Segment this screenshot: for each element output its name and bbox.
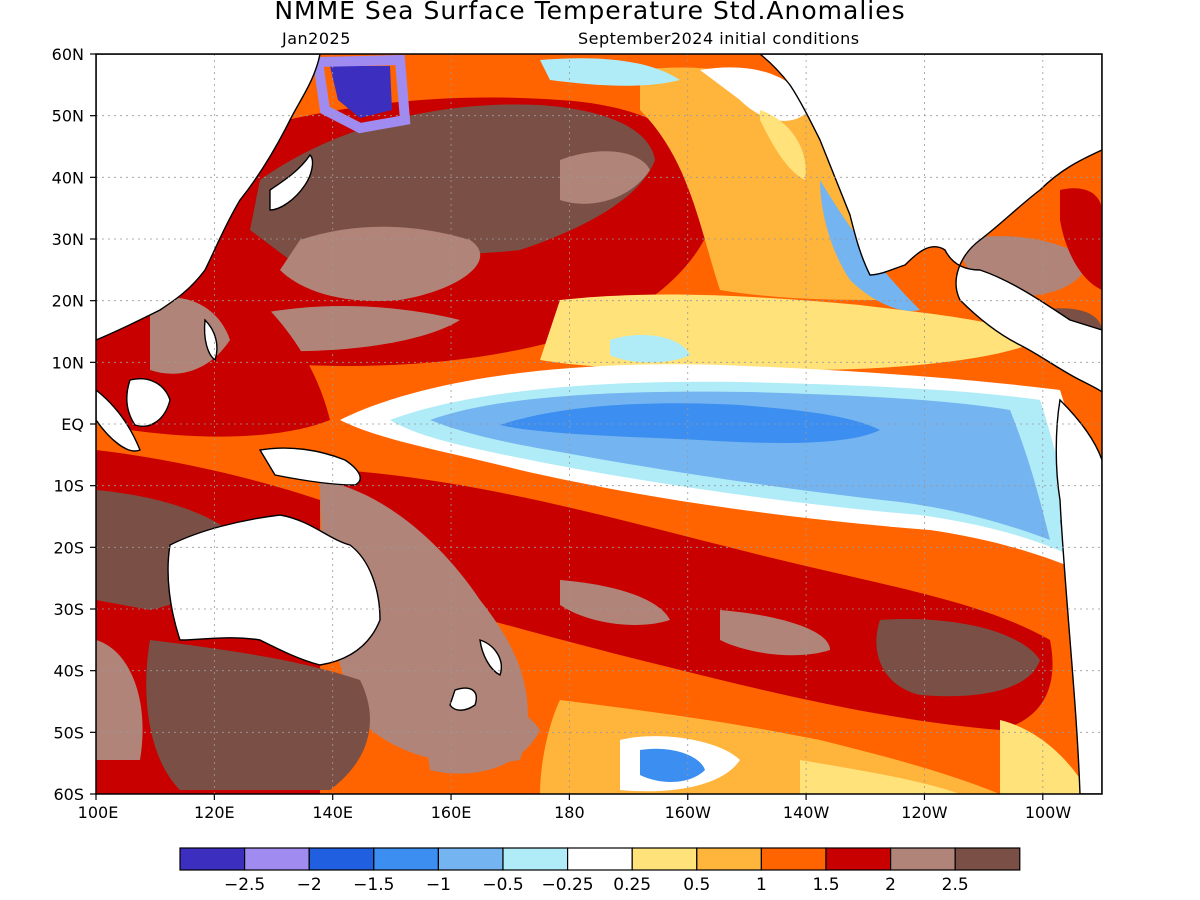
lat-label: EQ: [61, 415, 84, 434]
new-zealand-south: [449, 687, 477, 711]
legend-color-box: [889, 847, 956, 871]
lat-label: 50S: [53, 723, 84, 742]
legend-label: −1.5: [353, 875, 394, 895]
borneo: [126, 378, 171, 427]
lon-label: 160W: [665, 803, 712, 822]
legend-label: −2: [297, 875, 322, 895]
lon-label: 140W: [783, 803, 830, 822]
legend-color-box: [308, 847, 375, 871]
legend-color-box: [373, 847, 439, 871]
legend-color-box: [179, 847, 246, 871]
map-title: NMME Sea Surface Temperature Std.Anomali…: [274, 0, 906, 25]
lon-label: 180: [554, 803, 585, 822]
legend-label: 0.5: [683, 875, 710, 895]
south-pacific-red-band: [340, 470, 1053, 730]
legend-label: 2.5: [942, 875, 969, 895]
new-guinea: [258, 447, 361, 486]
lat-label: 20S: [53, 538, 84, 557]
lat-label: 30N: [52, 230, 84, 249]
legend-label: −2.5: [224, 875, 265, 895]
legend-color-box: [760, 847, 827, 871]
sumatra: [96, 389, 141, 452]
legend-label: −0.25: [542, 875, 594, 895]
asia-mainland: [96, 54, 321, 341]
anomaly-field: [96, 54, 1102, 794]
lon-label: 160E: [431, 803, 472, 822]
legend-color-box: [437, 847, 504, 871]
north-pacific-warm-blob: [250, 104, 655, 261]
new-zealand-north: [479, 638, 502, 676]
longitude-labels: 100E 120E 140E 160E 180 160W 140W 120W 1…: [78, 803, 1072, 822]
lat-label: 40S: [53, 662, 84, 681]
lat-label: 10S: [53, 477, 84, 496]
japan: [269, 153, 314, 211]
legend-color-box: [954, 847, 1021, 871]
lat-label: 60N: [52, 45, 84, 64]
lat-label: 10N: [52, 353, 84, 372]
lon-label: 100E: [78, 803, 119, 822]
legend-color-box: [502, 847, 569, 871]
legend-label: 0.25: [613, 875, 651, 895]
legend-label: −1: [426, 875, 451, 895]
lon-label: 100W: [1025, 803, 1072, 822]
lon-label: 120W: [901, 803, 948, 822]
lat-label: 40N: [52, 168, 84, 187]
legend-color-box: [696, 847, 762, 871]
tick-marks: [90, 53, 1044, 800]
legend-color-box: [631, 847, 698, 871]
land-masses: [96, 54, 1102, 794]
lon-label: 120E: [194, 803, 235, 822]
australia: [167, 514, 381, 666]
target-month-label: Jan2025: [282, 29, 351, 48]
legend-color-box: [244, 847, 310, 871]
legend-color-box: [825, 847, 892, 871]
legend-label: 1.5: [812, 875, 839, 895]
okhotsk-cold-spot: [330, 66, 392, 118]
philippines: [203, 318, 218, 362]
lat-label: 20N: [52, 292, 84, 311]
latitude-labels: 60N 50N 40N 30N 20N 10N EQ 10S 20S 30S 4…: [52, 45, 84, 804]
legend-label: 1: [756, 875, 767, 895]
legend-label: 2: [885, 875, 896, 895]
init-conditions-label: September2024 initial conditions: [578, 29, 860, 48]
south-america: [1055, 398, 1102, 794]
legend-color-box: [566, 847, 633, 871]
legend-label: −0.5: [482, 875, 523, 895]
lat-label: 50N: [52, 107, 84, 126]
lat-label: 30S: [53, 600, 84, 619]
lat-label: 60S: [53, 785, 84, 804]
lon-label: 140E: [312, 803, 353, 822]
